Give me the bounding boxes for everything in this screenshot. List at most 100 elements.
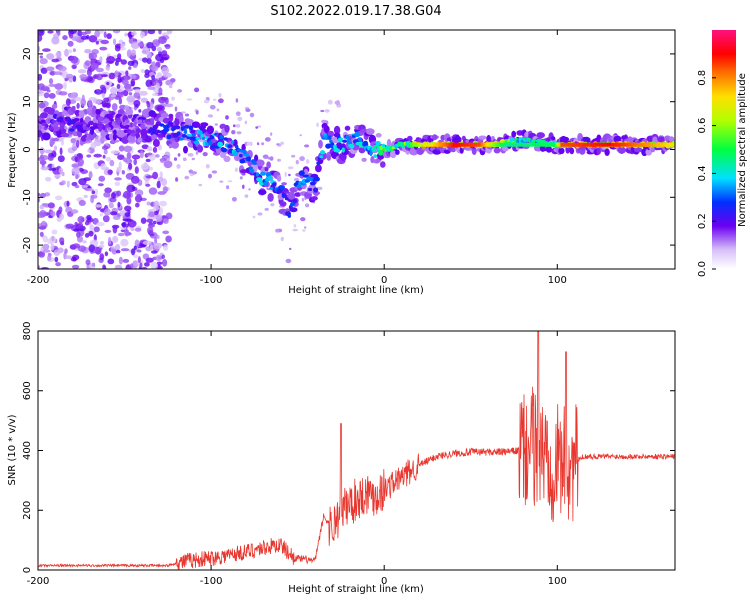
spectrogram-blob xyxy=(96,222,105,227)
spectrogram-blob xyxy=(125,70,129,76)
spectrogram-blob xyxy=(203,99,210,104)
spectrogram-band xyxy=(571,142,573,147)
spectrogram-blob xyxy=(100,241,104,245)
spectrogram-blob xyxy=(158,30,162,35)
y-tick-label: 0 xyxy=(22,146,33,152)
spectrogram-halo xyxy=(145,136,152,143)
spectrogram-blob xyxy=(305,203,310,208)
spectrogram-band xyxy=(638,142,640,147)
spectrogram-halo xyxy=(121,136,129,144)
spectrogram-blob xyxy=(48,78,54,85)
spectrogram-blob xyxy=(244,194,249,198)
spectrogram-blob xyxy=(97,183,104,187)
spectrogram-blob xyxy=(88,171,93,179)
spectrogram-blob xyxy=(70,55,79,64)
spectrogram-ridge xyxy=(354,131,361,138)
spectrogram-blob xyxy=(248,188,251,191)
spectrogram-blob xyxy=(38,250,46,258)
spectrogram-blob xyxy=(59,237,65,244)
spectrogram-blob xyxy=(156,105,165,113)
spectrogram-halo xyxy=(333,125,341,135)
spectrogram-blob xyxy=(99,213,103,217)
spectrogram-band xyxy=(656,142,658,147)
colorbar-tick-label: 0.8 xyxy=(697,70,708,86)
spectrogram-blob xyxy=(66,73,74,79)
spectrogram-halo xyxy=(70,138,77,144)
spectrogram-band xyxy=(527,142,529,147)
x-tick-label: -100 xyxy=(200,576,223,587)
spectrogram-ridge xyxy=(282,194,288,198)
spectrogram-ridge xyxy=(79,118,84,123)
spectrogram-blob xyxy=(269,156,274,161)
spectrogram-band xyxy=(474,142,476,147)
spectrogram-band xyxy=(549,142,551,147)
spectrogram-band xyxy=(588,142,590,147)
spectrogram-band xyxy=(547,142,550,147)
spectrogram-blob xyxy=(146,201,151,206)
spectrogram-blob xyxy=(159,158,165,163)
spectrogram-band xyxy=(485,142,487,147)
spectrogram-halo xyxy=(41,132,51,141)
colorbar-tick-label: 0.2 xyxy=(697,213,708,229)
spectrogram-band xyxy=(433,142,435,147)
spectrogram-blob xyxy=(306,159,310,164)
spectrogram-band xyxy=(586,142,588,147)
spectrogram-blob xyxy=(84,233,90,238)
y-tick-label: 20 xyxy=(22,48,33,61)
spectrogram-band xyxy=(587,142,589,147)
spectrogram-blob xyxy=(120,59,128,65)
spectrogram-band xyxy=(666,142,669,147)
spectrogram-blob xyxy=(43,92,50,99)
spectrogram-blob xyxy=(126,152,132,160)
spectrogram-blob xyxy=(146,52,152,59)
spectrogram-halo xyxy=(168,113,174,119)
spectrogram-halo xyxy=(358,146,366,154)
spectrogram-blob xyxy=(82,240,87,244)
spectrogram-blob xyxy=(158,87,163,95)
spectrogram-halo xyxy=(645,148,652,156)
spectrogram-ridge xyxy=(107,127,112,131)
spectrogram-band xyxy=(544,142,546,147)
spectrogram-band xyxy=(668,142,670,147)
spectrogram-ridge xyxy=(271,182,277,187)
spectrogram-band xyxy=(660,142,663,147)
spectrogram-blob xyxy=(114,181,121,186)
spectrogram-halo xyxy=(650,147,655,153)
spectrogram-ridge xyxy=(223,137,229,141)
spectrogram-blob xyxy=(163,218,169,225)
spectrogram-band xyxy=(459,142,461,147)
spectrogram-blob xyxy=(71,167,80,176)
spectrogram-band xyxy=(564,142,566,147)
y-tick-label: 400 xyxy=(22,441,33,460)
spectrogram-halo xyxy=(152,139,160,147)
spectrogram-blob xyxy=(145,257,154,263)
spectrogram-blob xyxy=(255,126,259,129)
spectrogram-blob xyxy=(124,83,132,90)
spectrogram-halo xyxy=(117,109,125,115)
spectrogram-blob xyxy=(68,93,75,99)
spectrogram-blob xyxy=(81,184,88,189)
spectrogram-band xyxy=(415,142,417,147)
spectrogram-blob xyxy=(38,197,41,203)
spectrogram-ridge xyxy=(183,128,188,135)
spectrogram-blob xyxy=(141,266,148,269)
spectrogram-halo xyxy=(315,164,322,173)
spectrogram-band xyxy=(605,142,607,147)
spectrogram-band xyxy=(578,142,581,147)
spectrogram-blob xyxy=(88,244,96,253)
spectrogram-blob xyxy=(72,48,76,53)
spectrogram-blob xyxy=(214,123,218,126)
spectrogram-ridge xyxy=(188,125,194,131)
spectrogram-blob xyxy=(93,226,100,233)
spectrogram-blob xyxy=(160,56,169,61)
spectrogram-band xyxy=(540,142,542,147)
spectrogram-halo xyxy=(241,143,246,152)
spectrogram-blob xyxy=(149,166,153,171)
spectrogram-band xyxy=(516,142,518,147)
spectrogram-blob xyxy=(131,248,136,256)
spectrogram-ridge xyxy=(166,134,172,140)
spectrogram-band xyxy=(551,142,553,147)
spectrogram-blob xyxy=(103,31,107,38)
spectrogram-x-ticks: -200 -100 0 100 xyxy=(27,30,567,286)
